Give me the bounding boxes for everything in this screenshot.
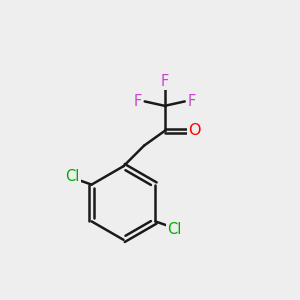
Text: F: F (134, 94, 142, 109)
Text: Cl: Cl (66, 169, 80, 184)
Text: F: F (188, 94, 196, 109)
Text: F: F (160, 74, 169, 88)
Text: Cl: Cl (167, 222, 182, 237)
Text: O: O (188, 123, 200, 138)
